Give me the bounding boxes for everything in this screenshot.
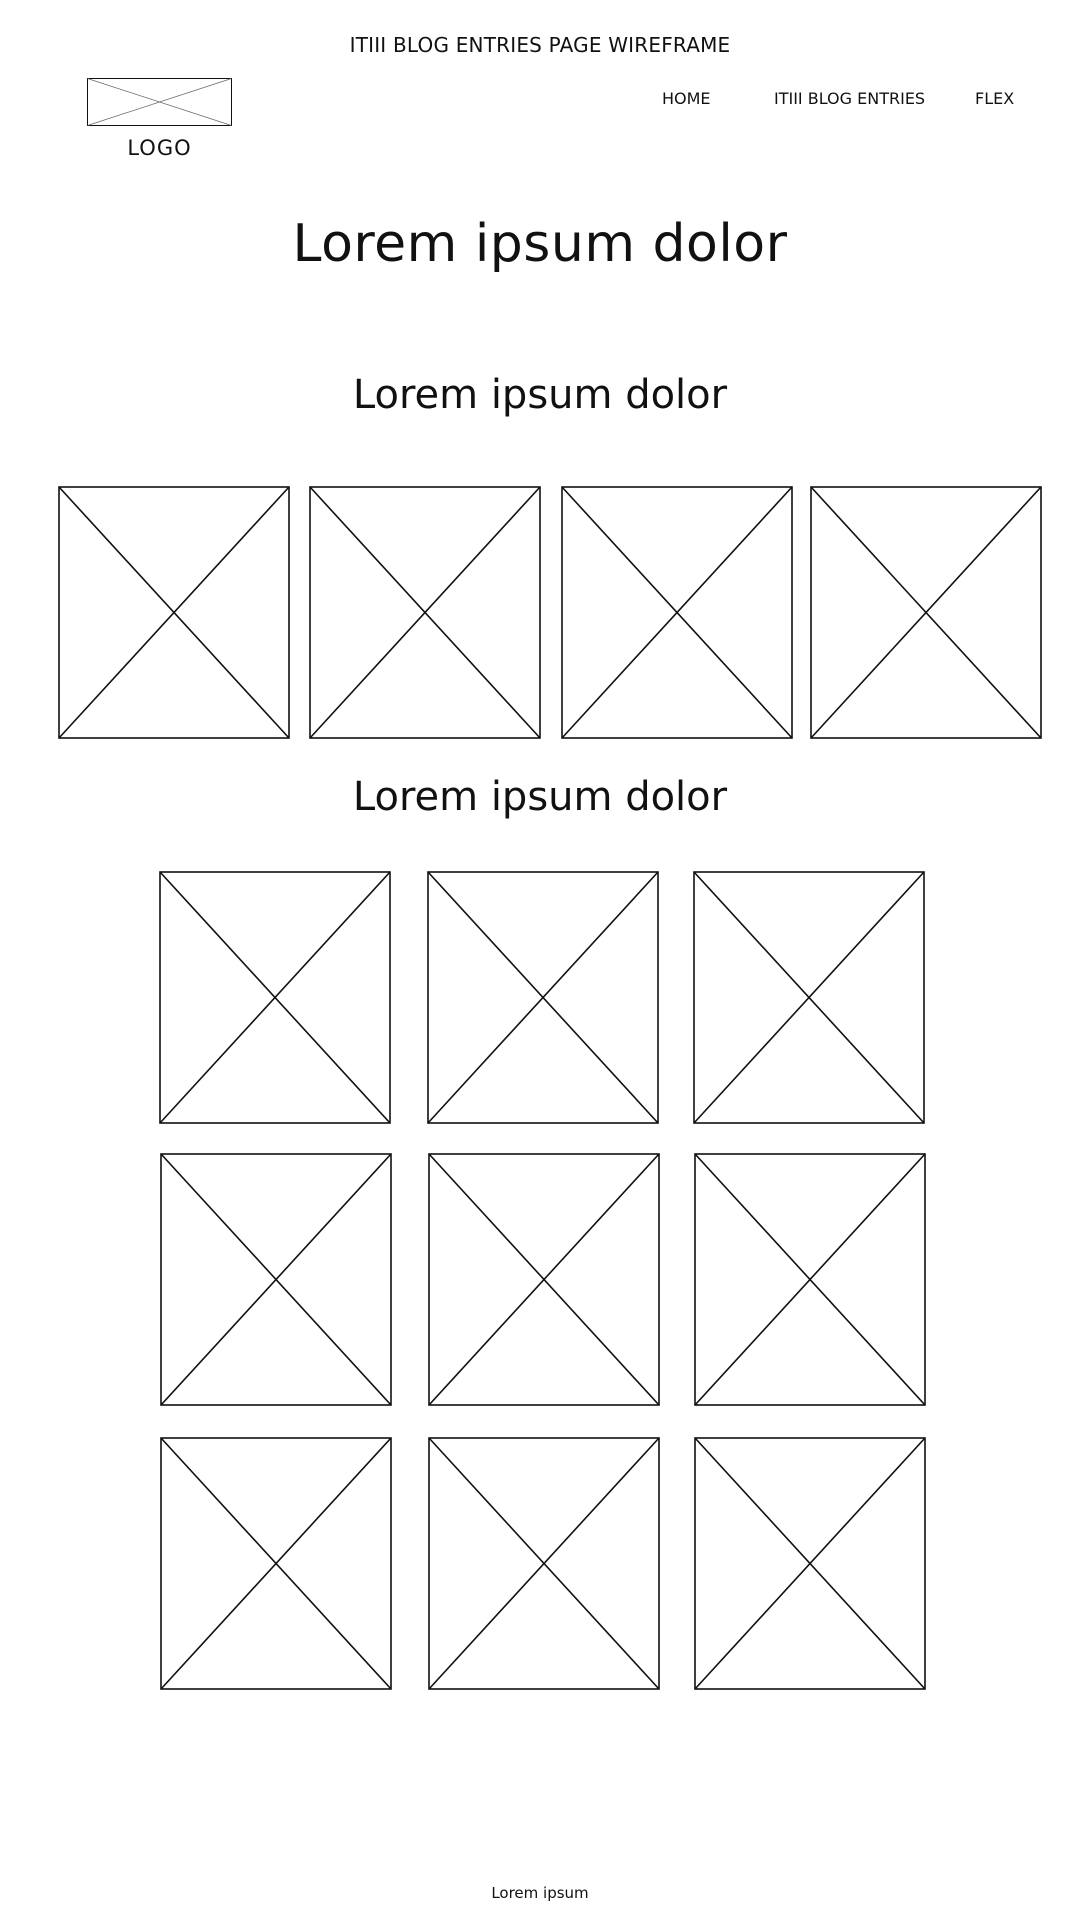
nav-link-blog-entries[interactable]: ITIII BLOG ENTRIES [774,89,926,108]
section-heading-entries: Lorem ipsum dolor [352,774,728,820]
logo-label: LOGO [127,136,192,160]
nav-link-home[interactable]: HOME [662,89,711,108]
section-heading-featured: Lorem ipsum dolor [352,372,728,418]
page-title: Lorem ipsum dolor [292,214,788,274]
blog-image-placeholder[interactable] [428,1437,660,1690]
blog-image-placeholder[interactable] [309,486,541,739]
blog-image-placeholder[interactable] [160,1153,392,1406]
footer-text: Lorem ipsum [491,1884,589,1902]
nav-link-flex[interactable]: FLEX [975,89,1015,108]
blog-image-placeholder[interactable] [428,1153,660,1406]
blog-image-placeholder[interactable] [693,871,925,1124]
blog-image-placeholder[interactable] [810,486,1042,739]
blog-image-placeholder[interactable] [159,871,391,1124]
blog-image-placeholder[interactable] [427,871,659,1124]
page-caption: ITIII BLOG ENTRIES PAGE WIREFRAME [349,33,731,57]
blog-image-placeholder[interactable] [561,486,793,739]
blog-image-placeholder[interactable] [58,486,290,739]
blog-image-placeholder[interactable] [694,1153,926,1406]
logo-image-placeholder[interactable] [87,78,232,126]
blog-image-placeholder[interactable] [694,1437,926,1690]
blog-image-placeholder[interactable] [160,1437,392,1690]
